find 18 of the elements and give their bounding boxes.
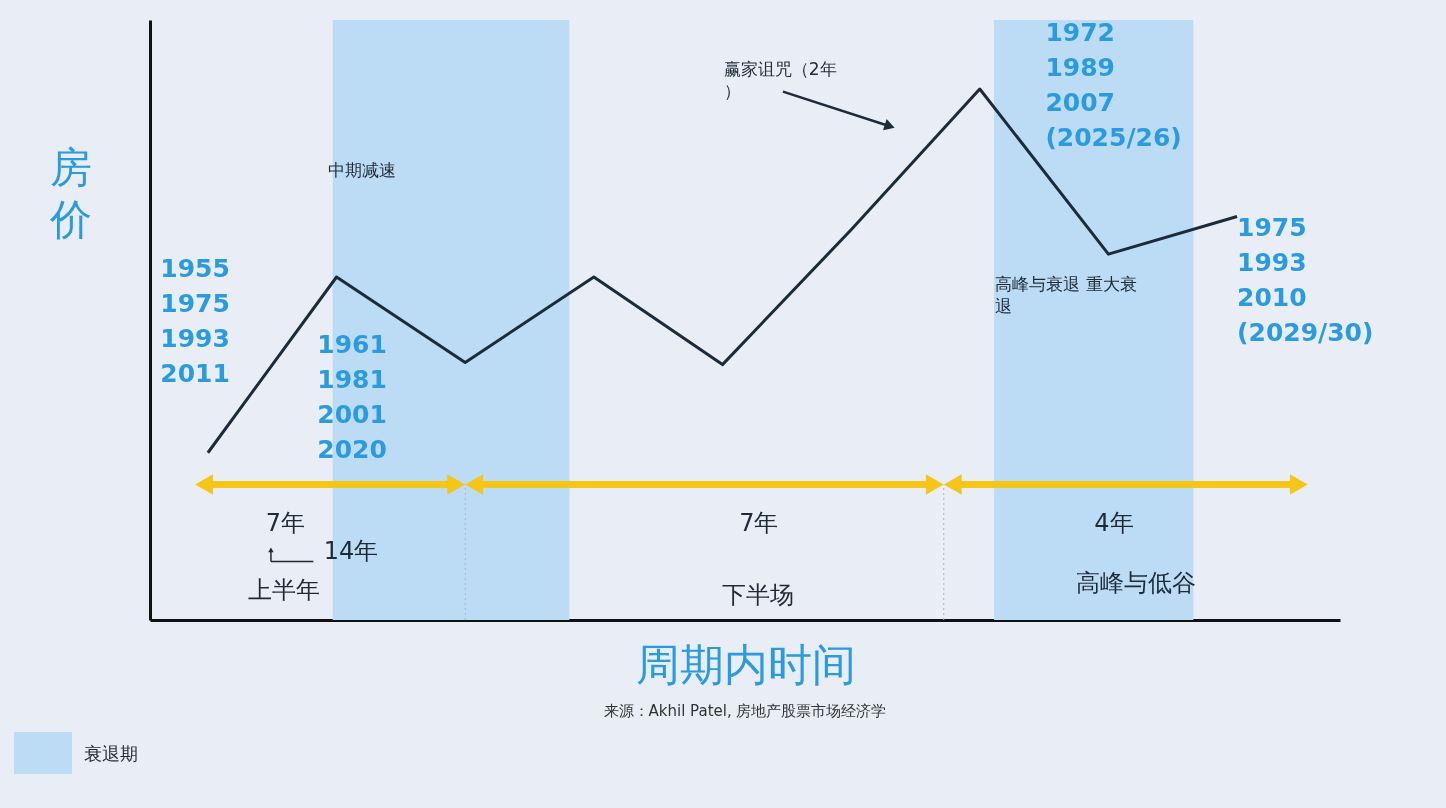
annotation: 1972 1989 2007 (2025/26) [1045,18,1182,153]
annotation: 1955 1975 1993 2011 [160,253,230,388]
annotation: 下半场 [722,580,795,609]
annotation: 中期减速 [327,160,396,181]
annotation: 14年 [323,537,379,566]
annotation: 7年 [739,508,779,537]
annotation: 上半年 [247,576,320,605]
annotation: 4年 [1094,508,1134,537]
text: 衰退期 [84,742,138,766]
x-axis-title: 周期内时间 [635,638,856,690]
annotation: 7年 [265,508,306,537]
annotation: 赢家诅咒（2年） [723,59,837,102]
annotation: 1975 1993 2010 (2029/30) [1237,213,1374,348]
annotation: 高峰与衰退 重大衰退 [995,273,1137,316]
annotation: 1961 1981 2001 2020 [317,330,387,465]
source-note: 来源：Akhil Patel, 房地产股票市场经济学 [603,702,887,720]
y-axis-title: 房价 [48,142,92,244]
annotation: 高峰与低谷 [1076,569,1197,598]
